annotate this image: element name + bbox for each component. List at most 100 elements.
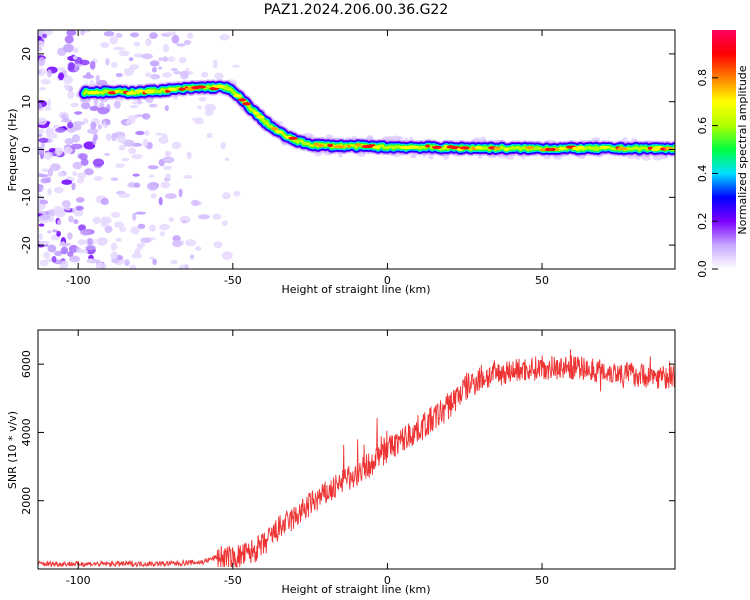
noise-blob [104,225,113,234]
ridge-hotspot [333,145,346,149]
noise-blob [89,105,100,112]
noise-blob [132,212,137,221]
spectrogram-y-tick-label: 0 [20,146,33,153]
snr-y-label: SNR (10 * v/v) [6,411,19,489]
snr-line-group [38,349,675,568]
noise-blob [54,147,64,156]
noise-blob [67,90,75,100]
noise-blob [100,216,112,225]
ridge-hotspot [544,147,552,152]
noise-blob [110,177,119,181]
ridge-hotspot [317,143,325,148]
colorbar-tick-label: 0.0 [696,260,709,278]
snr-y-tick-label: 4000 [20,418,33,446]
noise-blob [167,56,176,62]
noise-blob [189,254,195,260]
ridge-hotspot [346,144,352,148]
noise-blob [178,56,187,64]
noise-blob [232,64,240,68]
ridge-hotspot [493,146,501,150]
noise-blob [63,75,73,84]
noise-blob [133,182,141,188]
spectrogram-noise [38,30,675,269]
noise-blob [53,186,64,194]
noise-blob [77,172,87,180]
noise-blob [171,34,180,44]
snr-x-tick-label: 50 [535,574,549,587]
noise-blob [204,109,214,116]
ridge-hotspot [558,147,566,151]
noise-blob [130,226,140,235]
noise-blob [45,127,55,136]
noise-blob [163,165,173,171]
ridge-hotspot [238,98,247,102]
noise-blob [80,30,85,36]
noise-blob [87,128,99,134]
noise-blob [145,37,152,47]
noise-blob [146,181,158,191]
ridge-hotspot [87,91,100,95]
noise-blob [117,135,127,144]
ridge-hotspot [168,87,177,92]
noise-blob [198,96,207,102]
noise-blob [132,173,140,177]
noise-blob [39,87,47,91]
snr-x-tick-label: 0 [384,574,391,587]
noise-blob [214,72,224,80]
noise-blob [39,199,49,205]
noise-blob [128,56,134,62]
ridge-hotspot [242,102,252,106]
snr-y-tick-label: 2000 [20,487,33,515]
ridge-hotspot [209,87,220,91]
noise-blob [224,157,230,161]
noise-blob [68,244,79,253]
ridge-hotspot [144,90,155,94]
ridge-hotspot [212,84,225,88]
noise-blob [115,237,122,242]
noise-blob [38,184,44,193]
ridge-hotspot [576,145,585,149]
noise-blob [111,132,117,142]
halo-blob [428,153,434,160]
noise-blob [221,251,233,260]
noise-blob [144,130,150,137]
snr-x-ticks: -100 -50 0 50 [66,330,549,587]
noise-blob [133,41,141,47]
noise-blob [47,98,52,107]
noise-blob [183,175,193,179]
spectrogram-y-tick-label: -10 [20,188,33,206]
noise-blob [72,161,83,170]
noise-blob [81,102,91,110]
ridge-hotspot [134,89,146,93]
noise-blob [97,124,102,130]
spectrogram-y-ticks: -20 -10 0 10 20 [20,47,675,254]
colorbar-tick-label: 0.4 [696,165,709,183]
noise-blob [78,153,88,161]
noise-blob [73,219,79,225]
noise-blob [141,113,151,120]
noise-blob [166,31,176,36]
noise-blob [95,74,101,83]
noise-blob [73,46,79,54]
noise-blob [149,256,155,260]
noise-blob [221,192,231,200]
noise-blob [43,251,51,259]
noise-blob [72,170,77,177]
noise-blob [38,233,43,240]
noise-blob [82,74,95,79]
noise-blob [100,197,109,206]
spectrogram-x-tick-label: -100 [66,274,91,287]
noise-blob [164,151,170,156]
noise-blob [114,221,125,228]
colorbar-tick-label: 0.6 [696,117,709,135]
noise-blob [212,59,218,69]
ridge-hotspot [525,146,535,150]
noise-blob [151,66,157,73]
noise-blob [70,143,83,150]
noise-blob [72,207,77,214]
noise-blob [67,251,74,257]
noise-blob [118,144,126,151]
noise-blob [38,36,42,41]
noise-blob [128,147,137,155]
